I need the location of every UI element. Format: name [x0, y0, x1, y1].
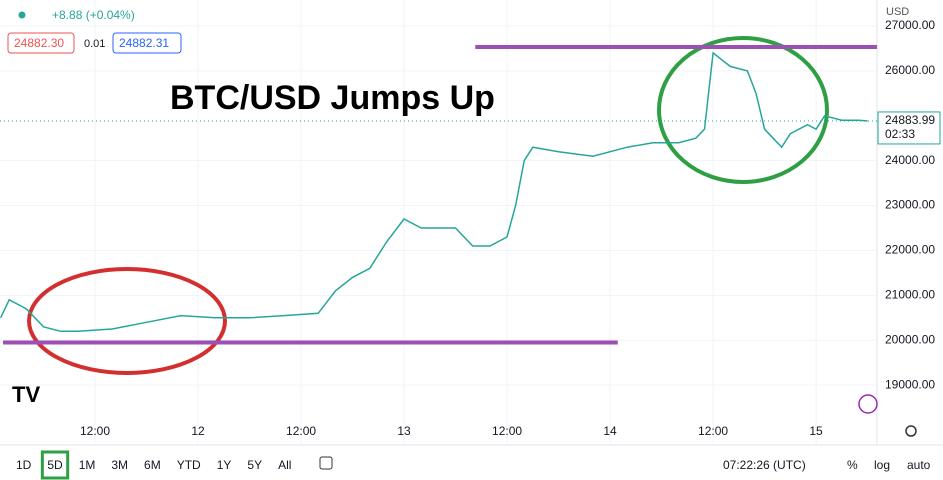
- logo: TV: [12, 382, 40, 407]
- x-tick-label: 12:00: [698, 424, 728, 438]
- range-button[interactable]: YTD: [177, 458, 201, 472]
- x-tick-label: 12:00: [286, 424, 316, 438]
- highlight-ellipse: [657, 36, 829, 184]
- range-button[interactable]: 5Y: [247, 458, 262, 472]
- range-button[interactable]: All: [278, 458, 291, 472]
- x-tick-label: 12:00: [80, 424, 110, 438]
- range-button[interactable]: 5D: [47, 458, 63, 472]
- x-tick-label: 14: [603, 424, 617, 438]
- auto-button[interactable]: auto: [907, 458, 931, 472]
- clock: 07:22:26 (UTC): [723, 458, 806, 472]
- range-button[interactable]: 1D: [16, 458, 32, 472]
- y-tick-label: 20000.00: [885, 332, 935, 346]
- status-dot: [18, 11, 26, 19]
- countdown: 02:33: [885, 127, 915, 141]
- y-tick-label: 23000.00: [885, 198, 935, 212]
- range-button[interactable]: 6M: [144, 458, 161, 472]
- ask-box[interactable]: [112, 32, 182, 54]
- grid: [0, 0, 877, 445]
- x-tick-label: 15: [809, 424, 823, 438]
- range-button[interactable]: 1M: [79, 458, 96, 472]
- selected-range: [40, 450, 70, 480]
- x-tick-label: 13: [397, 424, 411, 438]
- range-buttons: 1D 5D 1M 3M 6M YTD 1Y 5Y All: [16, 450, 291, 480]
- last-price-label: 24883.99: [885, 113, 935, 127]
- alert-icon[interactable]: [858, 394, 878, 414]
- spread: 0.01: [84, 38, 105, 50]
- bid-box[interactable]: [7, 32, 75, 54]
- y-tick-label: 19000.00: [885, 377, 935, 391]
- x-tick-label: 12:00: [492, 424, 522, 438]
- y-tick-label: 21000.00: [885, 288, 935, 302]
- y-tick-label: 24000.00: [885, 153, 935, 167]
- change: +8.88 (+0.04%): [52, 8, 135, 22]
- settings-icon[interactable]: [905, 425, 917, 437]
- currency: USD: [886, 6, 909, 18]
- range-button[interactable]: 1Y: [217, 458, 232, 472]
- price-line: [0, 51, 868, 333]
- y-tick-label: 27000.00: [885, 18, 935, 32]
- bid: 24882.30: [14, 36, 64, 50]
- log-button[interactable]: log: [874, 458, 890, 472]
- annotation: BTC/USD Jumps Up: [170, 79, 495, 117]
- ask: 24882.31: [119, 36, 169, 50]
- y-tick-label: 22000.00: [885, 243, 935, 257]
- highlight-ellipse: [27, 267, 227, 375]
- last-price-box: [877, 111, 941, 145]
- date-range-icon[interactable]: [319, 456, 333, 470]
- range-button[interactable]: 3M: [111, 458, 128, 472]
- y-tick-label: 26000.00: [885, 63, 935, 77]
- percent-button[interactable]: %: [847, 458, 858, 472]
- plot: [0, 45, 877, 345]
- x-tick-label: 12: [191, 424, 205, 438]
